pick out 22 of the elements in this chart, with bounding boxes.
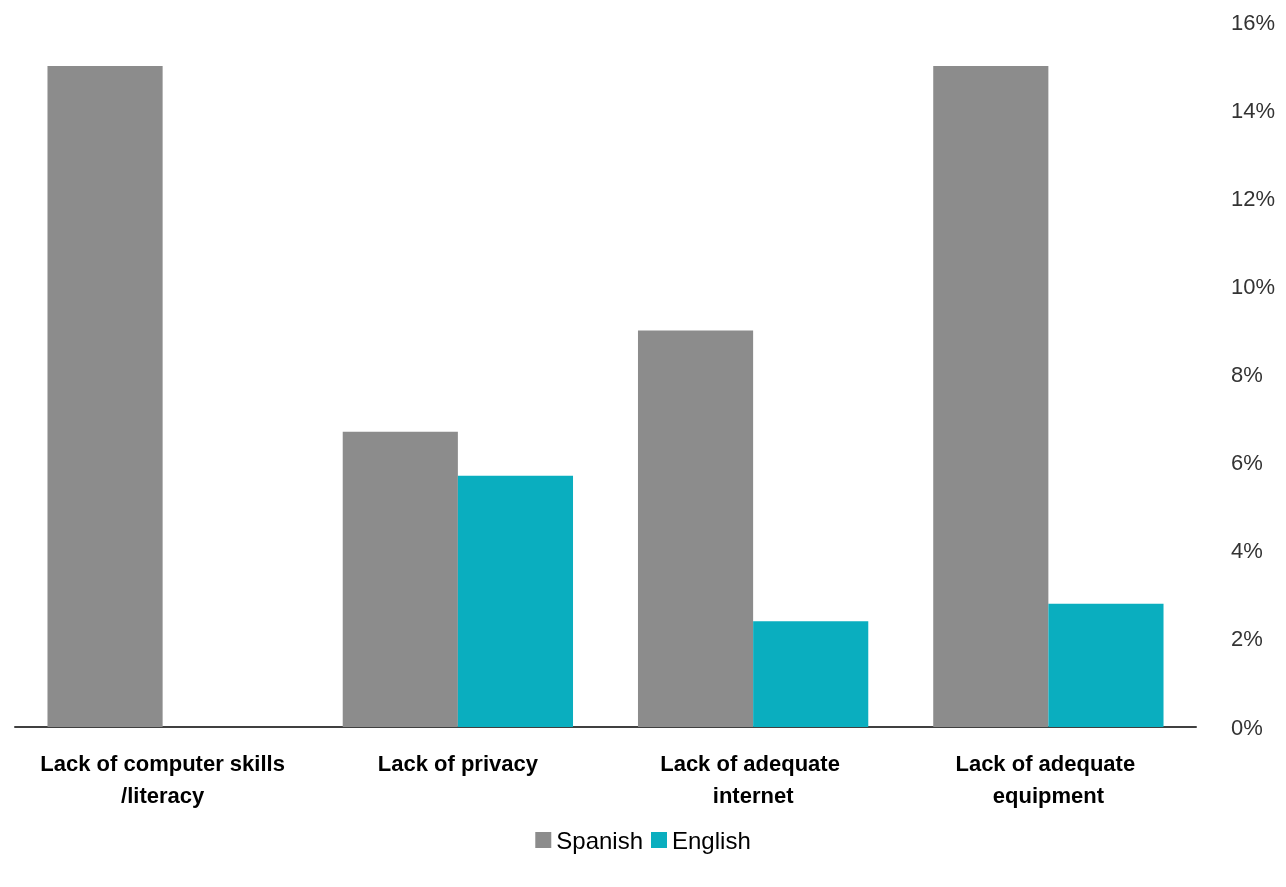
y-tick-label: 16% <box>1231 9 1276 35</box>
legend-label: Spanish <box>556 826 644 854</box>
bar <box>342 431 458 727</box>
bar <box>457 475 574 727</box>
y-tick-label: 0% <box>1231 714 1263 740</box>
legend-label: English <box>672 826 751 854</box>
x-tick-label: Lack of privacy <box>377 750 539 776</box>
y-tick-label: 6% <box>1231 450 1263 476</box>
x-tick-label: Lack of computer skills/literacy <box>40 750 285 808</box>
bar <box>753 621 869 727</box>
x-tick-label: Lack of adequate internet <box>660 750 847 808</box>
y-tick-label: 8% <box>1231 362 1263 387</box>
y-tick-label: 14% <box>1231 97 1276 123</box>
bar <box>933 66 1049 727</box>
y-tick-label: 4% <box>1231 538 1263 564</box>
y-tick-label: 10% <box>1231 273 1276 299</box>
x-tick-label: Lack of adequate equipment <box>955 750 1142 808</box>
bar <box>637 330 754 727</box>
bar <box>1048 603 1164 727</box>
y-tick-label: 12% <box>1231 185 1276 211</box>
y-tick-label: 2% <box>1231 626 1263 652</box>
bar <box>47 66 163 727</box>
